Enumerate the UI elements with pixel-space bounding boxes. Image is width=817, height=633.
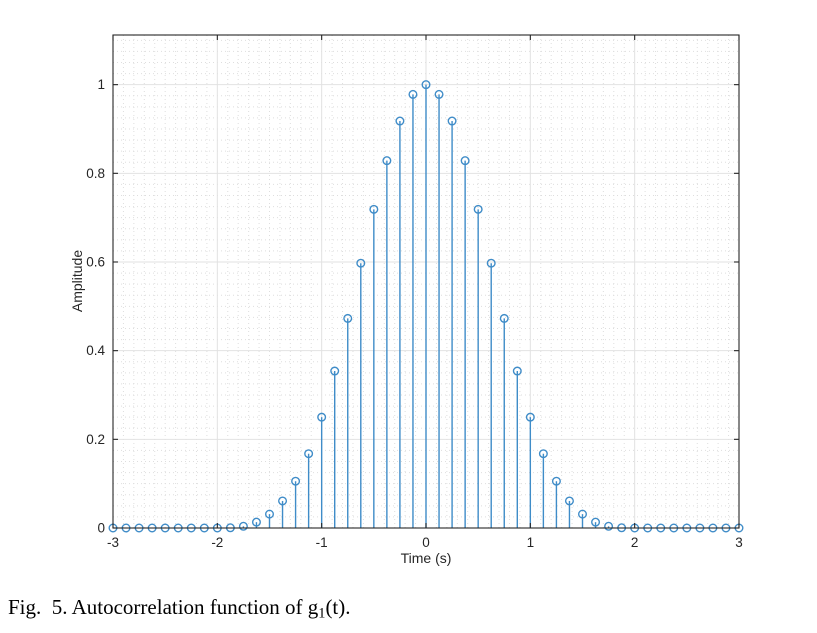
stem-marker [238,521,248,531]
y-tick-label: 0.2 [86,432,105,447]
x-tick-label: -1 [316,535,328,550]
stem-marker [525,412,535,422]
y-axis-label: Amplitude [69,249,85,313]
y-tick-label: 0.4 [86,343,105,358]
stem-marker [604,521,614,531]
stem-marker [356,258,366,268]
stem-marker [591,517,601,527]
stem-marker [408,89,418,99]
stem-marker [486,258,496,268]
stem-marker [369,204,379,214]
tick-labels: -3 -2 -1 0 1 2 3 0 0.2 0.4 0.6 0.8 1 [86,77,743,550]
stem-marker [330,366,340,376]
x-tick-label: -3 [107,535,119,550]
caption-subscript: 1 [318,605,326,622]
x-axis-label: Time (s) [400,550,452,566]
stem-marker [499,313,509,323]
stem-marker [460,156,470,166]
figure-caption: Fig. 5. Autocorrelation function of g1(t… [8,595,351,623]
y-tick-label: 0.8 [86,166,105,181]
stem-marker [421,80,431,90]
stem-marker [551,476,561,486]
x-tick-label: -2 [211,535,223,550]
stem-marker [291,476,301,486]
stem-marker [343,313,353,323]
x-tick-label: 0 [422,535,430,550]
stem-marker [317,412,327,422]
caption-suffix: (t). [325,595,351,619]
stem-marker [265,509,275,519]
stem-marker [251,517,261,527]
stem-marker [473,204,483,214]
x-tick-label: 3 [735,535,743,550]
stem-marker [578,509,588,519]
stem-series [108,80,744,533]
y-tick-label: 0 [97,521,105,536]
caption-prefix: Fig. 5. Autocorrelation function of g [8,595,319,619]
stem-marker [564,496,574,506]
x-tick-label: 2 [631,535,639,550]
tick-marks [112,35,740,529]
x-tick-label: 1 [527,535,535,550]
stem-marker [395,116,405,126]
stem-marker [382,156,392,166]
stem-marker [304,449,314,459]
stem-marker [447,116,457,126]
y-tick-label: 1 [97,77,105,92]
stem-marker [278,496,288,506]
stem-marker [538,449,548,459]
stem-marker [512,366,522,376]
stem-marker [434,89,444,99]
y-tick-label: 0.6 [86,254,105,269]
